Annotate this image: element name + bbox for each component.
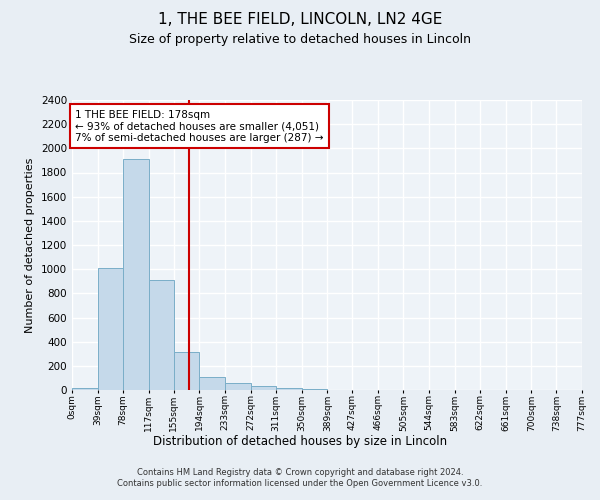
Bar: [149, 280, 174, 390]
Bar: [174, 352, 199, 390]
Bar: [225, 384, 251, 390]
Bar: [302, 389, 328, 390]
Bar: [72, 388, 98, 390]
Text: Distribution of detached houses by size in Lincoln: Distribution of detached houses by size …: [153, 435, 447, 448]
Bar: [123, 159, 149, 390]
Bar: [251, 386, 276, 390]
Y-axis label: Number of detached properties: Number of detached properties: [25, 158, 35, 332]
Text: Contains HM Land Registry data © Crown copyright and database right 2024.
Contai: Contains HM Land Registry data © Crown c…: [118, 468, 482, 487]
Bar: [98, 268, 123, 390]
Text: 1 THE BEE FIELD: 178sqm
← 93% of detached houses are smaller (4,051)
7% of semi-: 1 THE BEE FIELD: 178sqm ← 93% of detache…: [75, 110, 324, 143]
Text: Size of property relative to detached houses in Lincoln: Size of property relative to detached ho…: [129, 32, 471, 46]
Text: 1, THE BEE FIELD, LINCOLN, LN2 4GE: 1, THE BEE FIELD, LINCOLN, LN2 4GE: [158, 12, 442, 28]
Bar: [199, 376, 225, 390]
Bar: [276, 388, 302, 390]
